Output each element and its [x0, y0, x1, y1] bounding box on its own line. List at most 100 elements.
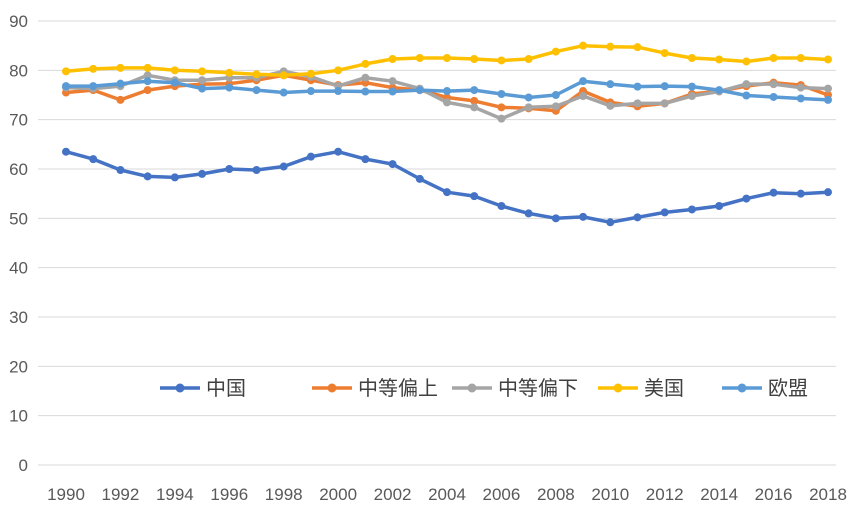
data-point	[633, 213, 642, 222]
y-axis: 0 10 20 30 40 50 60 70 80 90	[9, 12, 28, 475]
x-tick-label: 2000	[319, 485, 357, 504]
data-point	[660, 49, 669, 58]
x-tick-label: 1990	[47, 485, 85, 504]
x-tick-label: 1992	[102, 485, 140, 504]
data-point	[225, 165, 234, 173]
gridlines	[38, 20, 836, 466]
data-point	[279, 162, 288, 171]
data-point	[225, 68, 234, 77]
data-point	[252, 86, 261, 95]
legend-marker	[613, 383, 623, 393]
data-point	[306, 152, 315, 161]
data-point	[742, 57, 751, 66]
data-point	[606, 101, 615, 110]
data-point	[116, 63, 125, 72]
data-point	[415, 54, 424, 62]
data-point	[89, 64, 98, 73]
data-point	[388, 54, 397, 63]
data-point	[225, 83, 234, 92]
data-point	[742, 80, 751, 89]
legend-marker	[327, 383, 337, 393]
series-5	[62, 77, 832, 104]
y-tick-label: 60	[9, 160, 28, 179]
data-point	[606, 218, 615, 227]
data-point	[769, 188, 778, 197]
data-point	[687, 205, 696, 214]
data-point	[715, 86, 724, 95]
series-line	[64, 149, 830, 225]
data-point	[579, 41, 588, 50]
x-tick-label: 2012	[646, 485, 684, 504]
data-point	[170, 66, 179, 75]
data-point	[198, 169, 207, 178]
data-point	[606, 80, 615, 89]
legend-item: 美国	[598, 376, 684, 400]
data-point	[470, 54, 479, 63]
data-point	[687, 82, 696, 91]
legend-marker	[737, 383, 747, 393]
x-tick-label: 2004	[428, 485, 466, 504]
legend-label: 欧盟	[768, 376, 808, 400]
data-point	[742, 91, 751, 100]
data-point	[796, 83, 805, 92]
data-point	[198, 84, 207, 93]
data-point	[633, 99, 642, 108]
series-group	[62, 41, 832, 227]
data-point	[524, 209, 533, 218]
data-point	[306, 69, 315, 78]
data-point	[143, 71, 152, 80]
data-point	[824, 55, 832, 64]
legend-marker	[175, 383, 185, 393]
data-point	[579, 77, 588, 86]
legend-item: 欧盟	[722, 376, 808, 400]
data-point	[89, 82, 98, 91]
legend-label: 中等偏下	[498, 376, 578, 400]
data-point	[361, 73, 370, 82]
data-point	[470, 192, 479, 201]
y-tick-label: 50	[9, 209, 28, 228]
x-tick-label: 1998	[265, 485, 303, 504]
data-point	[660, 99, 669, 108]
data-point	[388, 87, 397, 96]
data-point	[551, 91, 560, 99]
data-point	[143, 172, 152, 181]
data-point	[796, 189, 805, 198]
data-point	[524, 93, 533, 102]
data-point	[470, 86, 479, 95]
data-point	[497, 202, 506, 210]
legend-label: 美国	[644, 376, 684, 400]
data-point	[660, 82, 669, 91]
data-point	[198, 76, 207, 85]
data-point	[62, 147, 70, 156]
x-tick-label: 2006	[483, 485, 521, 504]
legend: 中国 中等偏上 中等偏下 美国 欧盟	[160, 376, 808, 400]
data-point	[633, 82, 642, 91]
x-tick-label: 1996	[210, 485, 248, 504]
data-point	[497, 103, 506, 112]
data-point	[89, 155, 98, 164]
data-point	[361, 155, 370, 164]
data-point	[116, 79, 125, 88]
data-point	[443, 54, 451, 62]
data-point	[116, 95, 125, 104]
data-point	[334, 147, 343, 156]
data-point	[252, 165, 261, 174]
data-point	[660, 208, 669, 217]
data-point	[687, 54, 696, 62]
data-point	[143, 63, 152, 72]
data-point	[742, 194, 751, 203]
data-point	[769, 54, 778, 62]
data-point	[443, 98, 451, 107]
series-4	[62, 41, 832, 80]
data-point	[415, 86, 424, 95]
data-point	[497, 114, 506, 123]
data-point	[170, 78, 179, 87]
data-point	[279, 71, 288, 80]
data-point	[824, 188, 832, 197]
x-tick-label: 2016	[755, 485, 793, 504]
data-point	[497, 90, 506, 99]
series-1	[62, 147, 832, 227]
data-point	[170, 173, 179, 182]
data-point	[62, 82, 70, 91]
data-point	[334, 87, 343, 96]
